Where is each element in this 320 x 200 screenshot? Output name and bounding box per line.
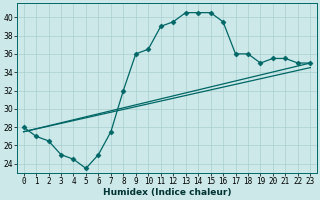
X-axis label: Humidex (Indice chaleur): Humidex (Indice chaleur) — [103, 188, 231, 197]
